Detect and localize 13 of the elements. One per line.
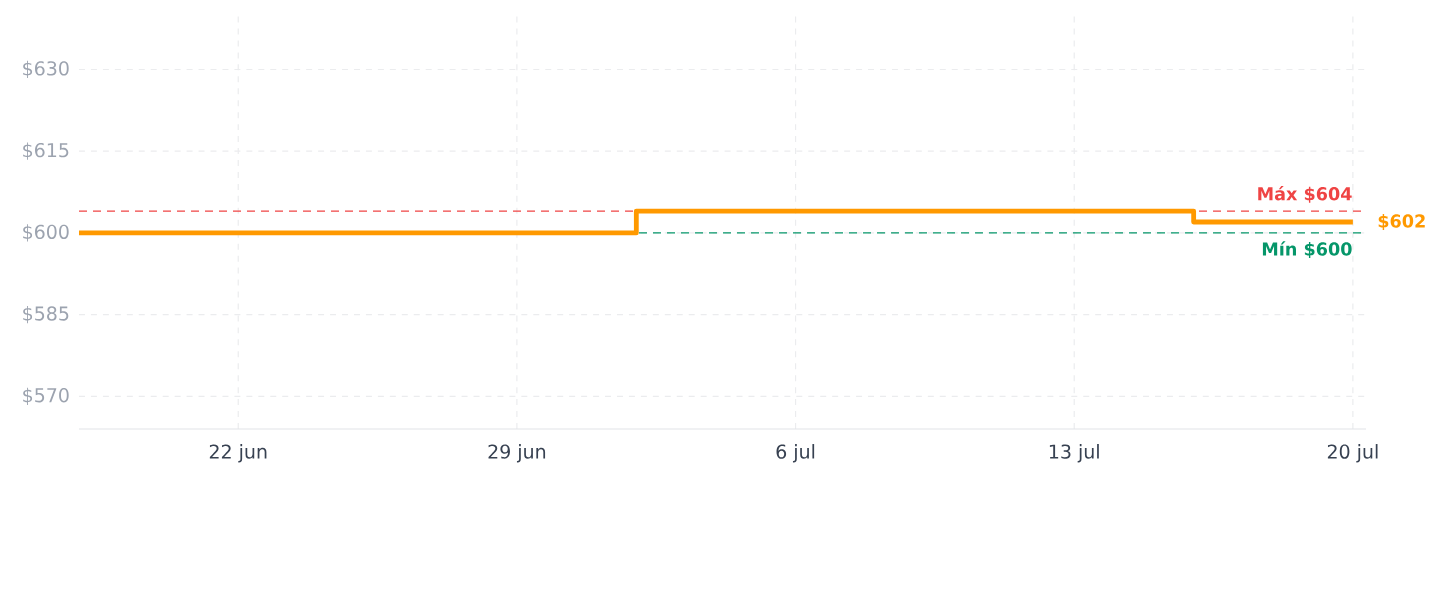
x-tick-label: 20 jul	[1327, 444, 1378, 463]
y-tick-label: $585	[23, 305, 69, 324]
annotation: $602	[1378, 214, 1425, 230]
ref-line-label: Mín $600	[1262, 241, 1352, 258]
y-tick-label: $630	[23, 60, 69, 79]
x-tick-label: 22 jun	[209, 444, 267, 463]
y-tick-label: $615	[23, 142, 69, 160]
x-tick-label: 13 jul	[1049, 444, 1099, 463]
y-tick-label: $600	[23, 224, 69, 242]
x-tick-label: 29 jun	[488, 444, 546, 463]
x-tick-label: 6 jul	[776, 444, 815, 463]
ref-line-label: Máx $604	[1258, 186, 1352, 203]
y-tick-label: $570	[23, 387, 69, 405]
